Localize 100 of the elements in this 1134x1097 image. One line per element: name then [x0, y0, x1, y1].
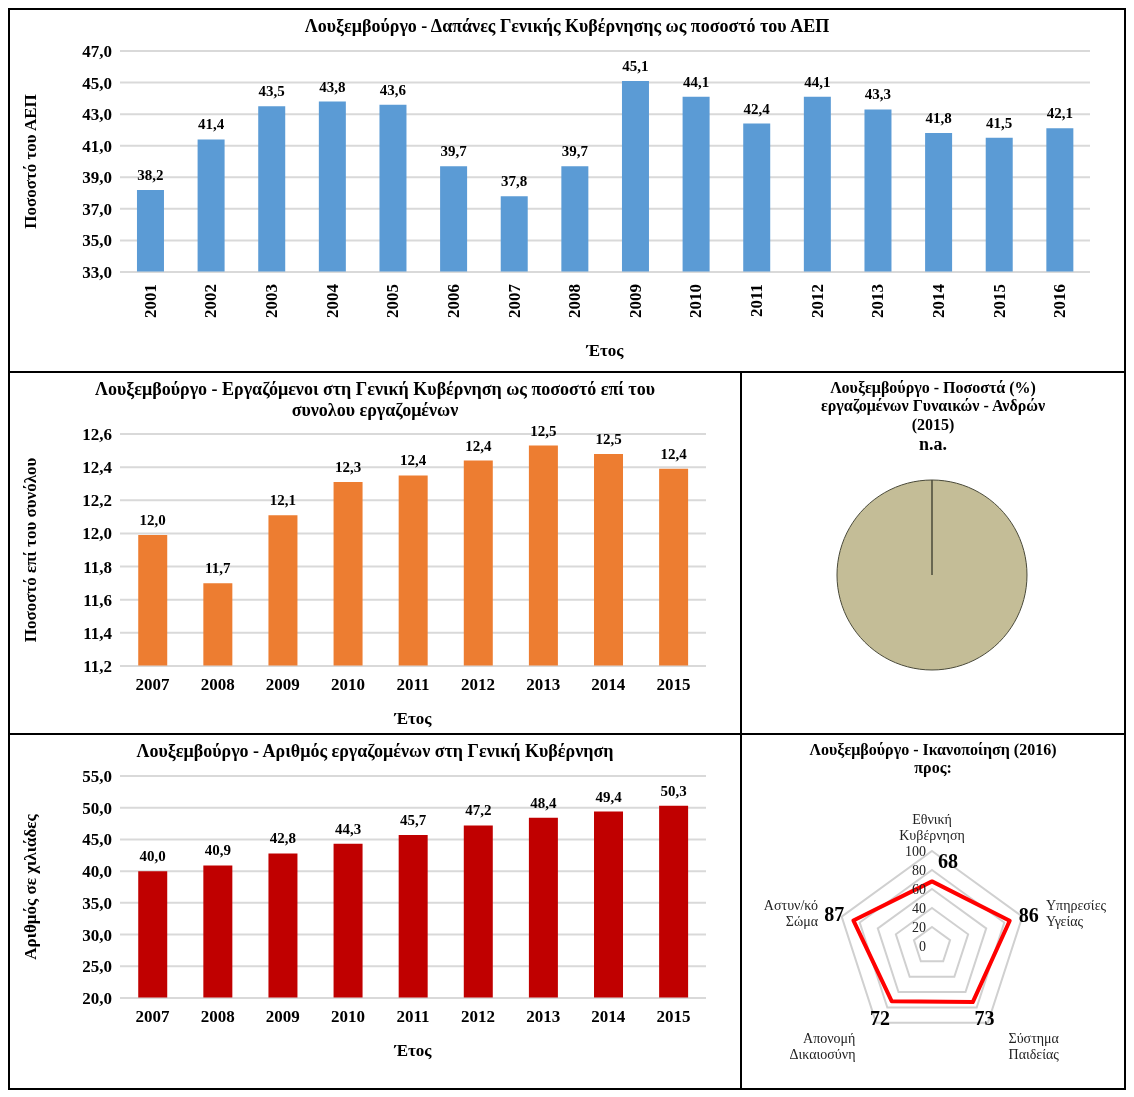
x-tick-label: 2006 [443, 283, 463, 318]
y-tick-label: 41,0 [82, 136, 112, 156]
x-tick-label: 2009 [265, 675, 300, 695]
data-label: 42,4 [743, 100, 771, 117]
y-tick-label: 45,0 [82, 830, 112, 850]
y-tick-label: 50,0 [82, 798, 112, 818]
data-label: 12,1 [269, 492, 297, 509]
x-tick-label: 2015 [989, 283, 1009, 318]
x-tick-label: 2011 [396, 1006, 430, 1026]
data-label: 43,3 [864, 86, 892, 103]
data-label: 37,8 [501, 172, 528, 189]
data-label: 12,5 [595, 431, 622, 448]
spoke-label: Αστυν/κό Σώμα [763, 897, 819, 929]
spoke-label: Σύστημα Παιδείας [1008, 1031, 1060, 1063]
x-tick-label: 2014 [928, 283, 948, 318]
data-label: 42,8 [269, 830, 297, 847]
data-label: 40,9 [204, 842, 231, 859]
data-label: 40,0 [139, 847, 166, 864]
data-label: 86 [1018, 903, 1039, 926]
x-tick-label: 2008 [565, 283, 585, 318]
data-label: 12,3 [334, 459, 362, 476]
data-label: 45,7 [400, 811, 427, 828]
x-tick-label: 2010 [330, 675, 365, 695]
data-label: 12,4 [660, 446, 688, 463]
x-tick-label: 2009 [625, 283, 645, 318]
x-tick-label: 2007 [135, 675, 171, 695]
chart-title: Λουξεμβούργο - Δαπάνες Γενικής Κυβέρνησης ως ποσοστό του ΑΕΠ [303, 15, 831, 37]
y-axis-title: Ποσοστό του ΑΕΠ [21, 93, 41, 229]
x-tick-label: 2005 [383, 283, 403, 318]
data-label: 43,6 [379, 81, 407, 98]
text: n.a. [918, 434, 948, 456]
chart-title: Λουξεμβούργο - Ικανοποίηση (2016) προς: [808, 740, 1058, 778]
x-tick-label: 2013 [526, 675, 561, 695]
data-label: 44,1 [682, 73, 710, 90]
y-tick-label: 100 [905, 843, 926, 859]
x-axis-title: Έτος [393, 1040, 433, 1060]
x-tick-label: 2016 [1050, 283, 1070, 318]
data-label: 43,8 [319, 78, 346, 95]
y-tick-label: 35,0 [82, 231, 112, 251]
data-label: 48,4 [530, 794, 558, 811]
y-tick-label: 25,0 [82, 957, 112, 977]
x-axis-title: Έτος [585, 340, 625, 360]
x-tick-label: 2007 [504, 283, 524, 318]
data-label: 68 [938, 850, 958, 873]
y-tick-label: 40,0 [82, 861, 112, 881]
y-tick-label: 55,0 [82, 766, 112, 786]
x-tick-label: 2015 [656, 675, 691, 695]
data-label: 44,3 [334, 820, 362, 837]
data-label: 38,2 [137, 166, 164, 183]
x-tick-label: 2014 [591, 1006, 626, 1026]
x-tick-label: 2002 [201, 283, 221, 318]
x-tick-label: 2014 [591, 675, 626, 695]
x-tick-label: 2013 [868, 283, 888, 318]
chart-title: Λουξεμβούργο - Ποσοστά (%) εργαζομένων Γυναικών - Ανδρών (2015) [819, 378, 1047, 435]
x-tick-label: 2008 [200, 675, 235, 695]
y-tick-label: 37,0 [82, 199, 112, 219]
x-tick-label: 2012 [807, 283, 827, 318]
data-label: 41,5 [986, 114, 1013, 131]
spoke-label: Απονομή Δικαιοσύνη [789, 1031, 856, 1063]
x-axis-title: Έτος [393, 709, 433, 729]
data-label: 49,4 [595, 788, 623, 805]
y-tick-label: 11,4 [83, 624, 113, 644]
x-tick-label: 2007 [135, 1006, 171, 1026]
x-tick-label: 2015 [656, 1006, 691, 1026]
data-label: 39,7 [561, 142, 589, 159]
y-tick-label: 33,0 [82, 262, 112, 282]
x-tick-label: 2013 [526, 1006, 561, 1026]
y-tick-label: 12,0 [82, 524, 112, 544]
data-label: 87 [824, 903, 845, 926]
x-tick-label: 2011 [396, 675, 430, 695]
y-tick-label: 11,8 [83, 557, 112, 577]
spoke-label: Υπηρεσίες Υγείας [1045, 897, 1107, 929]
data-label: 45,1 [622, 57, 649, 74]
y-tick-label: 40 [912, 900, 926, 916]
y-tick-label: 20,0 [82, 988, 112, 1008]
data-label: 12,4 [400, 452, 427, 469]
y-tick-label: 30,0 [82, 925, 112, 945]
data-label: 42,1 [1046, 105, 1073, 122]
x-tick-label: 2012 [461, 1006, 496, 1026]
data-label: 12,0 [139, 512, 166, 529]
data-label: 44,1 [804, 73, 831, 90]
x-tick-label: 2011 [747, 283, 767, 317]
x-tick-label: 2004 [322, 283, 342, 318]
chart-title: Λουξεμβούργο - Αριθμός εργαζομένων στη Γενική Κυβέρνηση [135, 740, 615, 762]
x-tick-label: 2008 [200, 1006, 235, 1026]
y-tick-label: 35,0 [82, 893, 112, 913]
y-tick-label: 11,2 [83, 657, 112, 677]
data-label: 43,5 [258, 82, 285, 99]
y-tick-label: 12,2 [82, 491, 112, 511]
data-label: 72 [870, 1006, 891, 1029]
data-label: 41,4 [197, 116, 225, 133]
x-tick-label: 2001 [140, 283, 160, 318]
data-label: 12,4 [465, 437, 492, 454]
y-tick-label: 80 [912, 862, 926, 878]
y-tick-label: 20 [912, 919, 926, 935]
data-label: 12,5 [530, 422, 557, 439]
data-label: 39,7 [440, 142, 468, 159]
y-axis-title: Αριθμός σε χιλιάδες [21, 813, 41, 960]
y-tick-label: 12,4 [82, 458, 113, 478]
x-tick-label: 2010 [686, 283, 706, 318]
